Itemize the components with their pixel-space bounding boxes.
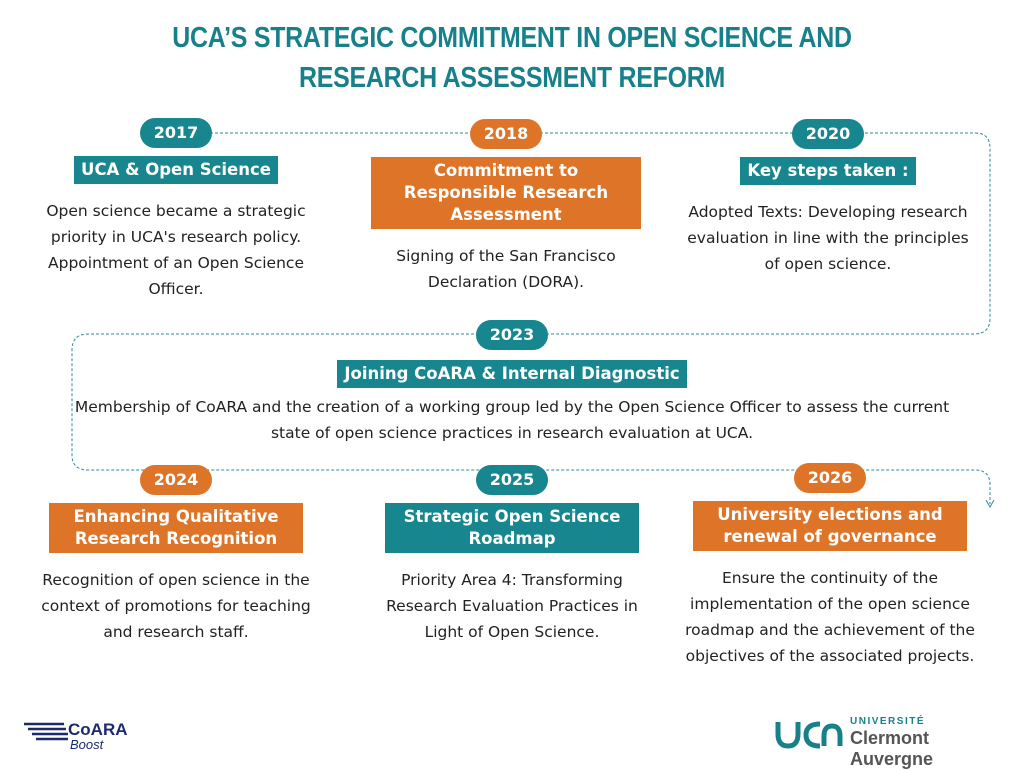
milestone: 2025 Strategic Open Science Roadmap Priori… bbox=[372, 465, 652, 645]
milestone-heading: Commitment to Responsible Research Asses… bbox=[371, 157, 641, 229]
milestone: 2026 University elections and renewal of … bbox=[685, 463, 975, 669]
logo-text: Boost bbox=[70, 737, 104, 752]
milestone-text: Adopted Texts: Developing research evalu… bbox=[687, 203, 969, 273]
milestone: 2017 UCA & Open Science Open science becam… bbox=[26, 118, 326, 302]
milestone: 2024 Enhancing Qualitative Research Recog… bbox=[41, 465, 311, 645]
year-badge: 2018 bbox=[469, 119, 543, 149]
milestone-text: Recognition of open science in the conte… bbox=[41, 571, 311, 641]
logo-icon bbox=[24, 722, 68, 741]
milestone-text: Priority Area 4: Transforming Research E… bbox=[386, 571, 638, 641]
year-badge: 2025 bbox=[475, 465, 549, 495]
logo-text: Clermont Auvergne bbox=[850, 728, 934, 769]
milestone: 2018 Commitment to Responsible Research A… bbox=[371, 119, 641, 295]
milestone-heading: Enhancing Qualitative Research Recogniti… bbox=[49, 503, 303, 553]
milestone: 2020 Key steps taken : Adopted Texts: Deve… bbox=[678, 119, 978, 277]
milestone-heading: University elections and renewal of gove… bbox=[693, 501, 967, 551]
year-badge: 2017 bbox=[139, 118, 213, 148]
milestone-text: Ensure the continuity of the implementat… bbox=[685, 569, 975, 665]
milestone: 2023 Joining CoARA & Internal Diagnostic M… bbox=[72, 320, 952, 446]
milestone-heading: Key steps taken : bbox=[740, 157, 916, 185]
logo-text: UNIVERSITÉ bbox=[850, 716, 926, 727]
uca-logo: UNIVERSITÉ Clermont Auvergne bbox=[774, 714, 1014, 769]
milestone-text: Open science became a strategic priority… bbox=[46, 202, 306, 298]
milestone-text: Signing of the San Francisco Declaration… bbox=[396, 247, 616, 291]
logo-text: CoARA bbox=[68, 720, 128, 739]
year-badge: 2026 bbox=[793, 463, 867, 493]
year-badge: 2024 bbox=[139, 465, 213, 495]
title: UCA’S STRATEGIC COMMITMENT IN OPEN SCIEN… bbox=[172, 22, 852, 94]
milestone-heading: Joining CoARA & Internal Diagnostic bbox=[337, 360, 687, 388]
logo-icon bbox=[775, 721, 843, 749]
milestone-heading: UCA & Open Science bbox=[74, 156, 278, 184]
milestone-heading: Strategic Open Science Roadmap bbox=[385, 503, 639, 553]
year-badge: 2023 bbox=[475, 320, 549, 350]
milestone-text: Membership of CoARA and the creation of … bbox=[74, 398, 950, 442]
year-badge: 2020 bbox=[791, 119, 865, 149]
coara-logo: CoARA Boost bbox=[24, 716, 144, 756]
